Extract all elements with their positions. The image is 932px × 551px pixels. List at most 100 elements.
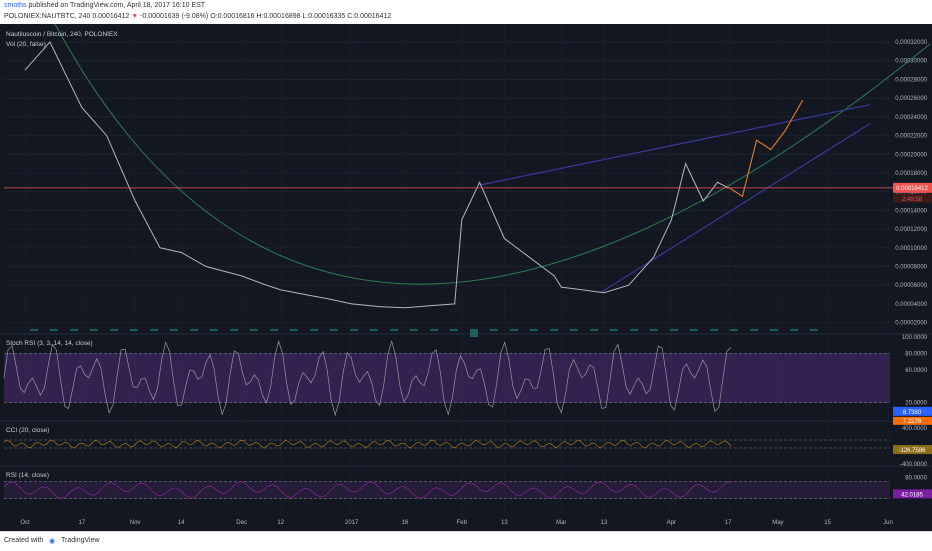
volume-bar [110, 329, 118, 331]
volume-bar [270, 329, 278, 331]
volume-bar [410, 329, 418, 331]
open-value: O:0.00016816 [210, 13, 255, 20]
x-tick-label: 13 [501, 520, 508, 526]
volume-bar [90, 329, 98, 331]
volume-bar [590, 329, 598, 331]
rsi-value-tag [893, 489, 932, 499]
volume-bar [690, 329, 698, 331]
chart-svg[interactable]: 0.00032000 0.00030000 0.00028000 0.00026000… [0, 24, 932, 531]
volume-bar [70, 329, 78, 331]
volume-bar [330, 329, 338, 331]
volume-bar [790, 329, 798, 331]
volume-bar [750, 329, 758, 331]
stoch-tick-label: 60.0000 [905, 368, 927, 374]
y-tick-label: 0.00030000 [895, 59, 927, 65]
y-tick-label: 0.00026000 [895, 96, 927, 102]
publish-line: smoths published on TradingView.com, Apr… [4, 2, 205, 9]
cci-tick-label: 400.0000 [902, 426, 928, 432]
y-tick-label: 0.00006000 [895, 283, 927, 289]
price-pane-title: Nautiluscoin / Bitcoin, 240, POLONIEX [6, 31, 118, 38]
stoch-tick-label: 20.0000 [905, 401, 927, 407]
x-tick-label: May [772, 520, 783, 526]
author-link[interactable]: smoths [4, 2, 27, 9]
countdown-tag [893, 193, 932, 203]
trend-curve [54, 24, 931, 285]
volume-bar [310, 329, 318, 331]
volume-bar [350, 329, 358, 331]
y-tick-label: 0.00018000 [895, 171, 927, 177]
x-tick-label: Nov [130, 520, 141, 526]
volume-bar [230, 329, 238, 331]
countdown-label: 2:49:58 [902, 197, 923, 203]
x-tick-label: Mar [556, 520, 566, 526]
x-tick-label: 16 [402, 520, 409, 526]
chart-area[interactable]: 0.00032000 0.00030000 0.00028000 0.00026000… [0, 24, 932, 531]
stoch-band-fill [4, 353, 890, 403]
volume-bar [170, 329, 178, 331]
x-tick-label: 17 [725, 520, 732, 526]
x-tick-label: 2017 [345, 520, 359, 526]
x-tick-label: Apr [667, 520, 676, 526]
volume-bar [730, 329, 738, 331]
last-price: 0.00016412 [92, 13, 130, 20]
cci-value-label: -126.7586 [898, 448, 926, 454]
tradingview-link[interactable]: TradingView [61, 537, 100, 544]
stoch-tick-label: 100.0000 [902, 335, 928, 341]
volume-bar [530, 329, 538, 331]
y-tick-label: 0.00020000 [895, 152, 927, 158]
x-tick-label: 13 [601, 520, 608, 526]
y-tick-label: 0.00004000 [895, 302, 927, 308]
volume-bar [490, 329, 498, 331]
volume-bar [570, 329, 578, 331]
change-value: -0.00001639 (-9.08%) [140, 13, 209, 20]
footer: Created with ◉ TradingView [0, 531, 932, 551]
stoch-line [3, 339, 732, 417]
y-tick-label: 0.00028000 [895, 77, 927, 83]
x-tick-label: 12 [277, 520, 284, 526]
volume-bar [390, 329, 398, 331]
y-tick-label: 0.00024000 [895, 115, 927, 121]
volume-bar [150, 329, 158, 331]
volume-bar [670, 329, 678, 331]
volume-bar [130, 329, 138, 331]
y-tick-label: 0.00032000 [895, 40, 927, 46]
x-tick-label: Oct [20, 520, 30, 526]
high-value: H:0.00016898 [256, 13, 301, 20]
volume-bar [250, 329, 258, 331]
volume-bar [550, 329, 558, 331]
down-arrow-icon: ▼ [131, 13, 139, 20]
volume-bar [190, 329, 198, 331]
stoch-tick-label: 80.0000 [905, 351, 927, 357]
price-series [24, 41, 729, 309]
x-tick-label: Jun [883, 520, 893, 526]
volume-bar [470, 329, 478, 337]
lower-trendline [600, 122, 871, 294]
rsi-pane-title: RSI (14, close) [6, 472, 49, 479]
x-tick-label: 14 [178, 520, 185, 526]
y-tick-label: 0.00008000 [895, 265, 927, 271]
created-with-label: Created with [4, 537, 44, 544]
x-tick-label: Feb [457, 520, 468, 526]
volume-bar [370, 329, 378, 331]
chart-header: smoths published on TradingView.com, Apr… [0, 0, 932, 24]
rsi-tick-label: 80.0000 [905, 475, 927, 481]
volume-bar [810, 329, 818, 331]
stoch-pane-title: Stoch RSI (3, 3, 14, 14, close) [6, 340, 93, 347]
current-price-tag [893, 182, 932, 193]
y-tick-label: 0.00022000 [895, 134, 927, 140]
volume-bar [30, 329, 38, 331]
volume-label: Vol (20, false) [6, 41, 46, 48]
rsi-value-label: 42.0185 [901, 492, 923, 498]
y-tick-label: 0.00014000 [895, 208, 927, 214]
cci-pane-title: CCI (20, close) [6, 427, 49, 434]
projection-path [727, 99, 804, 198]
low-value: L:0.00016335 [302, 13, 346, 20]
volume-bar [650, 329, 658, 331]
x-tick-label: 15 [824, 520, 831, 526]
rsi-band-fill [4, 481, 890, 499]
stoch-k-label: 8.7380 [903, 410, 922, 416]
stoch-d-label: 7.2278 [903, 419, 922, 425]
cci-tick-label: -400.0000 [900, 462, 928, 468]
y-tick-label: 0.00002000 [895, 321, 927, 327]
volume-bar [630, 329, 638, 331]
